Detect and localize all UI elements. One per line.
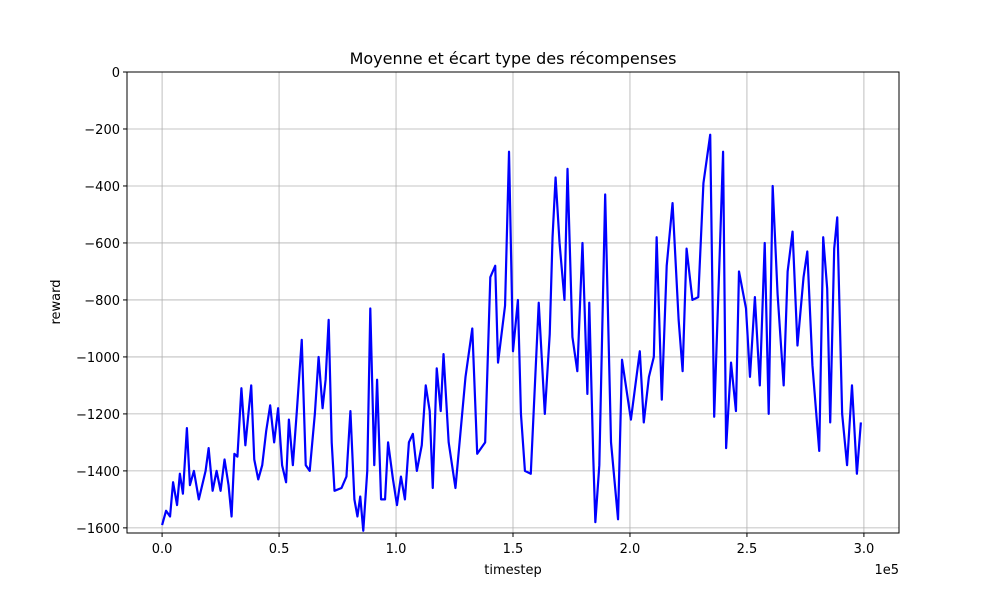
y-tick-label: −1600 [76,522,120,537]
x-tick-label: 2.0 [620,542,641,557]
x-tick-label: 0.0 [152,542,173,557]
x-axis-label: timestep [484,563,542,578]
y-tick-label: −200 [84,123,120,138]
x-tick-label: 0.5 [269,542,290,557]
x-offset-label: 1e5 [874,563,899,578]
y-tick-label: −1400 [76,465,120,480]
y-tick-label: −800 [84,294,120,309]
chart-title: Moyenne et écart type des récompenses [350,49,677,68]
y-tick-label: −1200 [76,408,120,423]
y-tick-label: −400 [84,180,120,195]
y-axis-label: reward [49,279,64,324]
y-tick-label: 0 [112,66,120,81]
y-tick-label: −600 [84,237,120,252]
x-tick-label: 1.5 [503,542,524,557]
x-tick-label: 1.0 [386,542,407,557]
data-line [161,133,862,532]
y-tick-label: −1000 [76,351,120,366]
x-tick-label: 2.5 [737,542,758,557]
x-tick-label: 3.0 [854,542,875,557]
